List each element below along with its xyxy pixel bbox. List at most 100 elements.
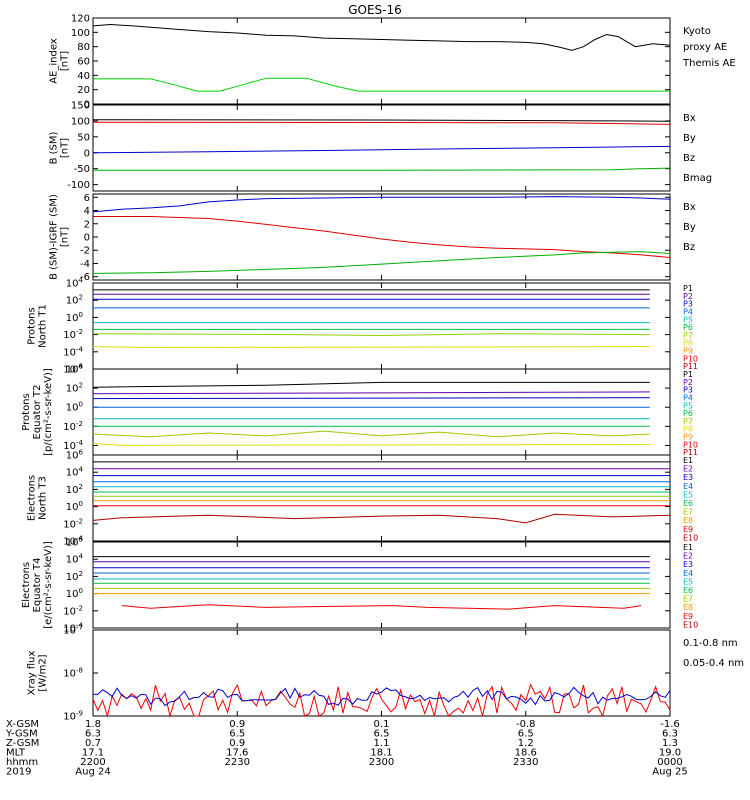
y-tick-label: 10-4 xyxy=(63,345,83,358)
y-tick-label: 102 xyxy=(66,483,83,496)
y-tick-label: 50 xyxy=(77,132,90,143)
legend-entry: Kyoto xyxy=(683,26,711,37)
legend-entry: Themis AE xyxy=(682,58,736,69)
x-axis-labels: X-GSMY-GSMZ-GSMMLThhmm20191.86.30.717.12… xyxy=(5,719,688,778)
x-tick-value: 1.2 xyxy=(518,738,534,749)
x-tick-value: 6.3 xyxy=(662,729,678,740)
panel-frame xyxy=(92,193,671,281)
legend-entry: P11 xyxy=(683,362,698,371)
legend-entry: 0.05-0.4 nm xyxy=(683,658,744,669)
y-tick-label: 0 xyxy=(84,148,90,159)
y-tick-label: 100 xyxy=(66,587,83,600)
y-axis-label: ProtonsNorth T1 xyxy=(27,304,49,348)
y-tick-label: 102 xyxy=(66,382,83,395)
series-line-p8 xyxy=(92,443,650,446)
x-tick-value: 0.9 xyxy=(229,738,245,749)
y-tick-label: 6 xyxy=(84,193,90,204)
x-row-label: MLT xyxy=(6,748,26,759)
y-axis-label: B (SM)-IGRF (SM)[nT] xyxy=(49,194,71,280)
legend-entry: P11 xyxy=(683,448,698,457)
y-axis-label: Xray flux[W/m2] xyxy=(27,651,49,696)
legend-entry: E10 xyxy=(683,620,698,629)
panel-2: 150 100 50 0 -50 -100 B (SM)[nT] Bx By Bz Bmag xyxy=(49,101,712,192)
y-tick-label: 104 xyxy=(66,553,84,566)
panel-frame xyxy=(92,454,671,542)
legend-entry: P1 xyxy=(683,284,693,293)
legend-entry: E2 xyxy=(683,465,693,474)
y-tick-label: 10-2 xyxy=(63,420,83,433)
panel-3: 6 4 2 0 -2 -4 -6 B (SM)-IGRF (SM)[nT] Bx By Bz xyxy=(49,193,696,283)
x-tick-value: 1.1 xyxy=(374,738,390,749)
series-line-by xyxy=(93,167,671,171)
plot-title: GOES-16 xyxy=(348,3,402,17)
y-axis-label: ElectronsEquator T4[e/(cm²-s-sr-keV)] xyxy=(21,541,54,629)
y-tick-label: 20 xyxy=(77,85,90,96)
x-tick-value: 0.9 xyxy=(229,719,245,730)
legend-entry: P8 xyxy=(683,339,693,348)
panel-1: 120 100 80 60 40 20 0 AE_index[nT] Kyoto proxy AE… xyxy=(49,14,736,111)
legend-entry: P5 xyxy=(683,401,693,410)
y-tick-label: 60 xyxy=(77,57,90,68)
legend-entry: E9 xyxy=(683,525,693,534)
y-tick-label: -100 xyxy=(67,180,90,191)
x-tick-value: 2230 xyxy=(225,757,250,768)
series-line-bx xyxy=(92,196,671,213)
x-tick-value: 17.1 xyxy=(82,748,104,759)
x-tick-value: 0.1 xyxy=(374,719,390,730)
legend-entry: E10 xyxy=(683,533,698,542)
x-row-label: 2019 xyxy=(6,767,31,778)
x-tick-value: -0.8 xyxy=(516,719,536,730)
legend-entry: E3 xyxy=(683,473,693,482)
y-tick-label: 100 xyxy=(66,401,83,414)
x-row-label: Y-GSM xyxy=(5,729,38,740)
legend-entry: Bz xyxy=(683,153,695,164)
series-line-bx xyxy=(92,145,671,154)
y-axis-label: ProtonsEquator T2[p/(cm²-s-sr-keV)] xyxy=(21,368,54,456)
y-tick-label: 80 xyxy=(77,42,90,53)
y-tick-label: 10-2 xyxy=(63,517,83,530)
legend-entry: P9 xyxy=(683,433,693,442)
legend-entry: E7 xyxy=(683,595,693,604)
x-tick-value: 6.5 xyxy=(374,729,390,740)
y-tick-label: -6 xyxy=(80,272,90,283)
y-tick-label: 10-2 xyxy=(63,328,83,341)
y-tick-label: 10-7 xyxy=(63,624,83,637)
legend-entry: proxy AE xyxy=(683,42,727,53)
legend-entry: P7 xyxy=(683,331,693,340)
series-line-p8 xyxy=(92,346,650,349)
y-tick-label: 100 xyxy=(66,311,83,324)
legend-entry: E5 xyxy=(683,577,693,586)
x-tick-value: 17.6 xyxy=(226,748,248,759)
x-tick-value: 0000 xyxy=(657,757,682,768)
y-tick-label: 10-2 xyxy=(63,604,83,617)
legend-entry: Bx xyxy=(683,113,696,124)
y-tick-label: 104 xyxy=(66,277,84,290)
panel-8: 10-7 10-8 10-9 Xray flux[W/m2] 0.1-0.8 nm 0.0… xyxy=(27,624,745,723)
series-line-kyoto-proxy-ae xyxy=(93,77,670,92)
legend-entry: E9 xyxy=(683,612,693,621)
legend-entry: P2 xyxy=(683,292,693,301)
series-line-p7 xyxy=(92,333,650,337)
y-tick-label: 40 xyxy=(77,71,90,82)
legend-entry: P1 xyxy=(683,370,693,379)
legend-entry: E3 xyxy=(683,560,693,569)
x-tick-value: 1.8 xyxy=(85,719,101,730)
y-tick-label: 100 xyxy=(71,116,90,127)
x-tick-value: 6.5 xyxy=(518,729,534,740)
y-tick-label: 100 xyxy=(66,500,83,513)
x-tick-value: 2200 xyxy=(80,757,105,768)
legend-entry: E1 xyxy=(683,456,693,465)
y-tick-label: 10-8 xyxy=(63,667,83,680)
legend-entry: P10 xyxy=(683,354,698,363)
y-tick-label: 104 xyxy=(66,466,84,479)
panel-frame xyxy=(92,282,671,370)
legend-entry: P6 xyxy=(683,323,693,332)
series-line-p1 xyxy=(92,381,650,388)
legend-entry: P3 xyxy=(683,386,693,395)
y-axis-label: AE_index[nT] xyxy=(49,38,71,84)
legend-entry: Bmag xyxy=(683,173,712,184)
legend-entry: Bz xyxy=(683,242,695,253)
y-tick-label: -50 xyxy=(74,164,90,175)
